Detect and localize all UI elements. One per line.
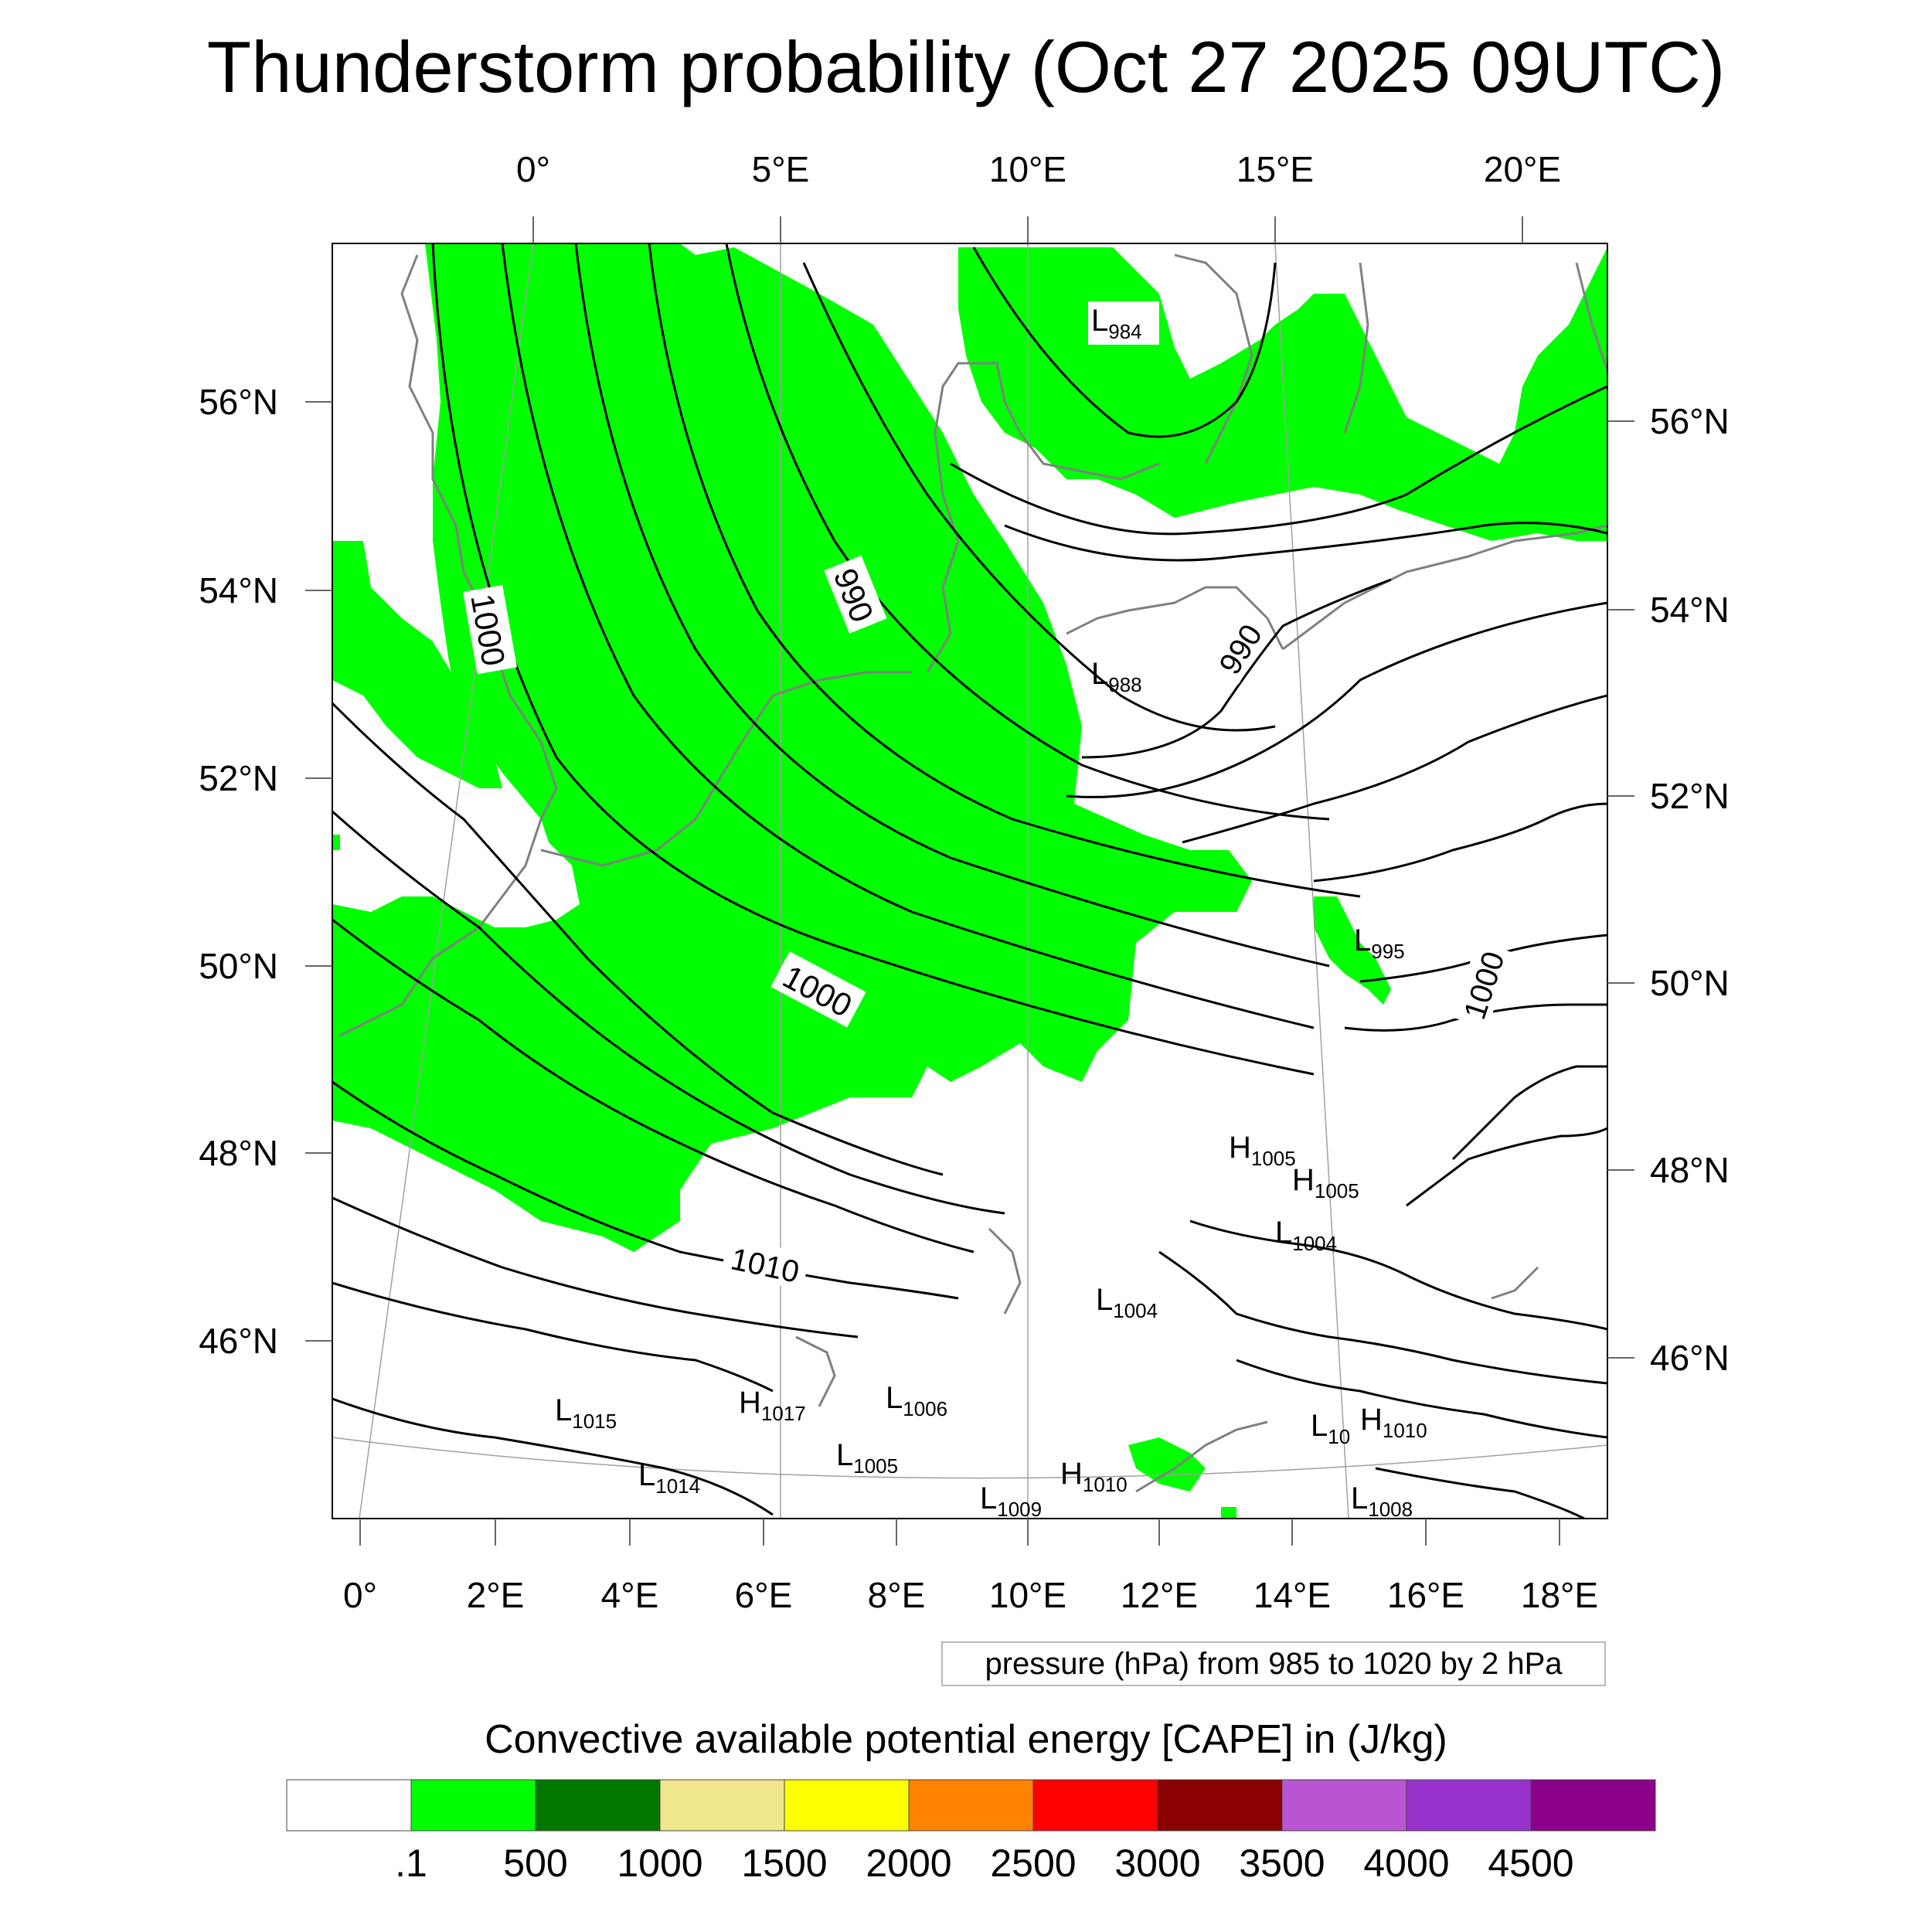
bottom-lon-label: 18°E <box>1521 1575 1598 1615</box>
colorbar-swatch <box>1157 1779 1283 1832</box>
bottom-lon-label: 8°E <box>868 1575 926 1615</box>
pressure-center-label: H1010 <box>1360 1403 1427 1442</box>
colorbar-label: 500 <box>503 1842 567 1885</box>
bottom-lon-label: 4°E <box>601 1575 659 1615</box>
cape-shading <box>332 243 1607 1519</box>
graticule <box>332 243 1608 1519</box>
colorbar-swatch <box>410 1779 536 1832</box>
pressure-center-label: L1015 <box>555 1393 617 1433</box>
top-lon-label: 15°E <box>1236 149 1314 189</box>
pressure-center-label: L984 <box>1091 304 1142 343</box>
pressure-center-label: H1017 <box>739 1386 806 1425</box>
pressure-center-label: L1009 <box>980 1481 1042 1521</box>
bottom-lon-label: 10°E <box>989 1575 1066 1615</box>
cape-colorbar <box>286 1779 1656 1832</box>
right-lat-label: 48°N <box>1650 1150 1730 1190</box>
colorbar-swatch <box>1281 1779 1407 1832</box>
pressure-center-label: L1006 <box>886 1381 947 1420</box>
colorbar-swatch <box>784 1779 910 1832</box>
colorbar-swatch <box>535 1779 661 1832</box>
colorbar-swatch <box>1032 1779 1158 1832</box>
top-lon-label: 5°E <box>752 149 810 189</box>
coastlines <box>339 253 1609 1493</box>
pressure-center-label: L1004 <box>1275 1216 1337 1255</box>
right-lat-label: 50°N <box>1650 963 1730 1003</box>
bottom-lon-label: 2°E <box>467 1575 525 1615</box>
contour-label: 990 <box>1206 612 1271 685</box>
left-lat-label: 56°N <box>199 382 278 422</box>
right-lat-label: 54°N <box>1650 590 1730 630</box>
pressure-center-label: H1005 <box>1292 1163 1359 1202</box>
right-lat-label: 52°N <box>1650 776 1730 816</box>
svg-text:1010: 1010 <box>728 1242 802 1290</box>
right-lat-label: 46°N <box>1650 1338 1730 1378</box>
colorbar-title: Convective available potential energy [C… <box>485 1717 1447 1762</box>
bottom-lon-label: 16°E <box>1387 1575 1464 1615</box>
top-lon-label: 20°E <box>1484 149 1561 189</box>
pressure-center-label: L988 <box>1091 657 1142 696</box>
bottom-lon-label: 14°E <box>1253 1575 1331 1615</box>
left-lat-label: 50°N <box>199 946 278 986</box>
bottom-lon-label: 0° <box>343 1575 377 1615</box>
left-lat-label: 52°N <box>199 758 278 798</box>
colorbar-label: 1500 <box>741 1842 827 1885</box>
colorbar-label: 3500 <box>1239 1842 1325 1885</box>
contour-label: 1000 <box>1452 940 1512 1029</box>
left-lat-label: 46°N <box>199 1321 278 1361</box>
bottom-lon-label: 6°E <box>735 1575 793 1615</box>
colorbar-swatch <box>659 1779 785 1832</box>
left-lat-label: 54°N <box>199 570 278 611</box>
top-lon-label: 10°E <box>989 149 1066 189</box>
colorbar-swatch <box>1530 1779 1656 1832</box>
colorbar-label: 1000 <box>617 1842 702 1885</box>
right-lat-label: 56°N <box>1650 401 1730 441</box>
chart-title: Thunderstorm probability (Oct 27 2025 09… <box>206 26 1726 107</box>
pressure-center-label: L10 <box>1311 1409 1350 1448</box>
colorbar-swatch <box>908 1779 1034 1832</box>
colorbar-swatch <box>1406 1779 1532 1832</box>
colorbar-label: 3000 <box>1114 1842 1200 1885</box>
pressure-center-label: H1005 <box>1229 1131 1296 1170</box>
map-frame <box>332 243 1608 1519</box>
top-lon-label: 0° <box>516 149 550 189</box>
pressure-center-label: L1014 <box>638 1458 700 1498</box>
pressure-center-label: L1004 <box>1096 1283 1158 1322</box>
colorbar-label: 2000 <box>866 1842 951 1885</box>
bottom-lon-label: 12°E <box>1121 1575 1198 1615</box>
colorbar-label: .1 <box>395 1842 427 1885</box>
colorbar-label: 4000 <box>1363 1842 1449 1885</box>
colorbar-label: 2500 <box>990 1842 1076 1885</box>
isobars <box>332 243 1607 1519</box>
pressure-center-label: L1008 <box>1351 1481 1413 1521</box>
pressure-center-label: L995 <box>1354 923 1405 963</box>
pressure-center-label: L1005 <box>836 1438 898 1478</box>
colorbar-swatch <box>286 1779 412 1832</box>
contour-label: 1010 <box>720 1236 811 1291</box>
colorbar-label: 4500 <box>1488 1842 1573 1885</box>
pressure-center-label: H1010 <box>1060 1457 1128 1496</box>
left-lat-label: 48°N <box>199 1133 278 1173</box>
pressure-note: pressure (hPa) from 985 to 1020 by 2 hPa <box>941 1641 1606 1686</box>
